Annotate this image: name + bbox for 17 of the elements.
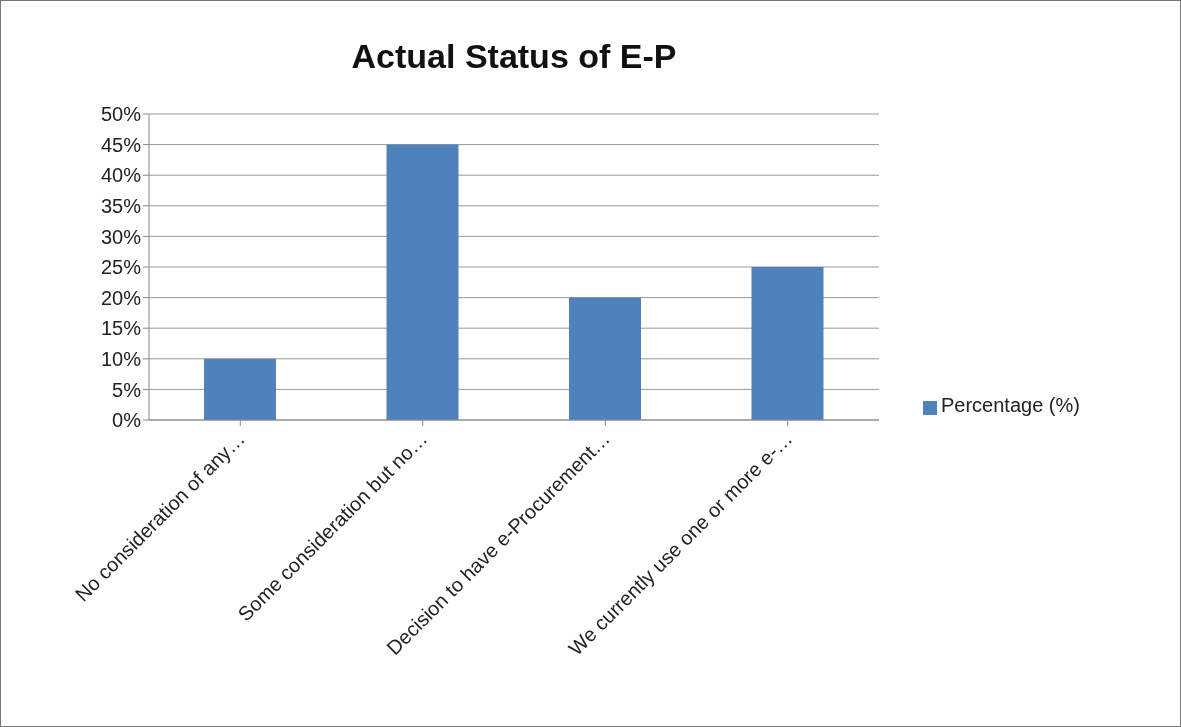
y-tick-label: 25% <box>100 256 142 279</box>
y-tick-label: 10% <box>100 347 142 370</box>
y-tick-label: 50% <box>100 103 142 126</box>
bar <box>569 297 641 420</box>
y-tick-label: 20% <box>100 286 142 309</box>
y-tick-label: 0% <box>112 409 142 432</box>
bar <box>386 144 459 420</box>
legend-label: Percentage (%) <box>941 394 1080 416</box>
y-tick-label: 5% <box>112 378 142 401</box>
y-tick-label: 15% <box>100 317 142 340</box>
y-tick-label: 35% <box>100 194 142 217</box>
y-tick-label: 30% <box>100 225 142 248</box>
chart-title: Actual Status of E-P <box>350 37 678 76</box>
bar <box>751 267 824 420</box>
bar <box>204 358 276 420</box>
y-tick-label: 45% <box>100 133 142 156</box>
y-tick-label: 40% <box>100 164 142 187</box>
